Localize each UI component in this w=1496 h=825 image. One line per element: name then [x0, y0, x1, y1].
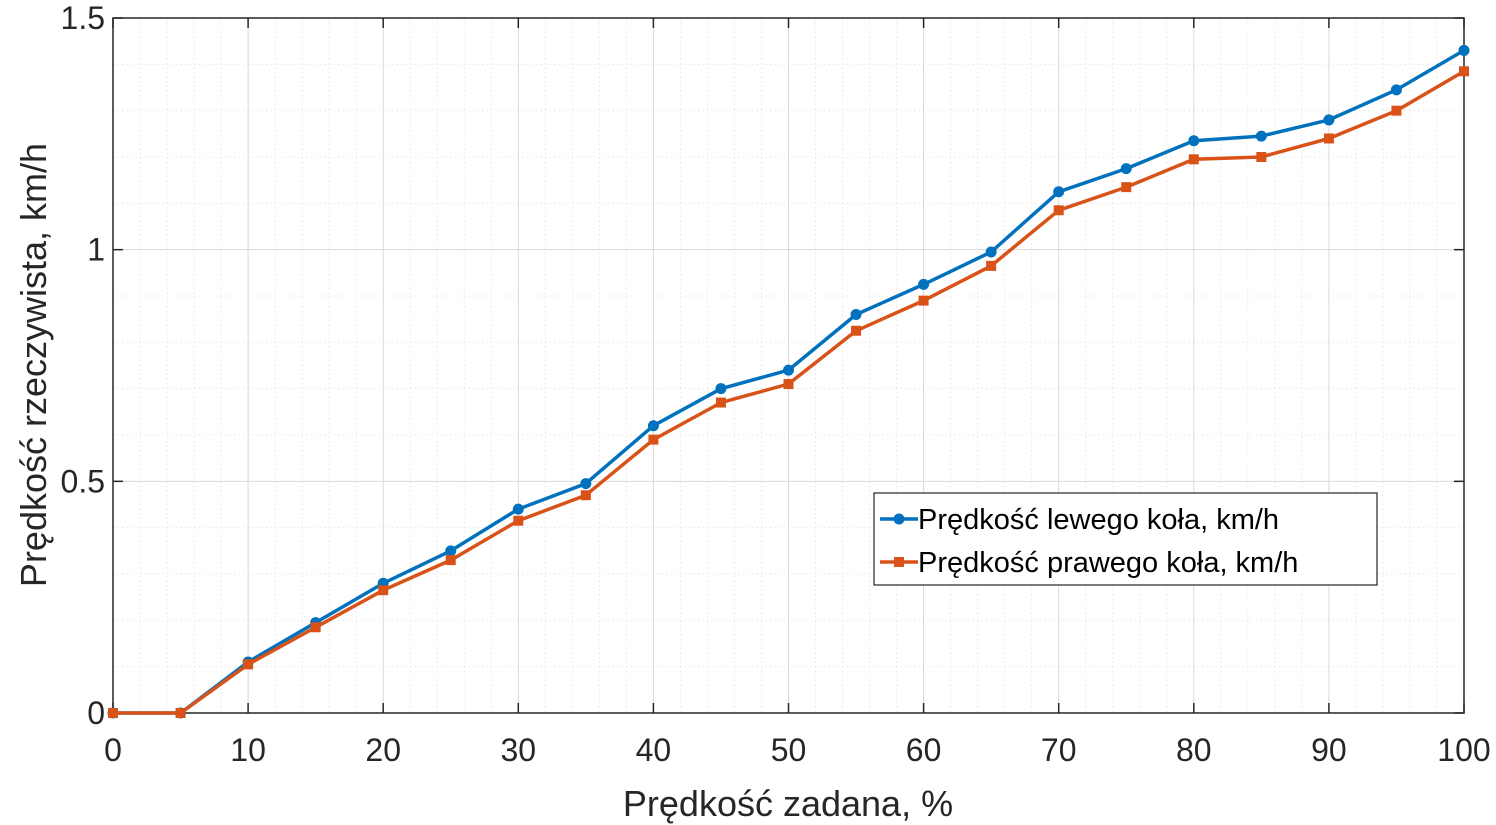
data-point-1 — [310, 622, 321, 633]
x-tick-label: 90 — [1311, 732, 1347, 768]
x-tick-label: 40 — [636, 732, 672, 768]
x-tick-label: 30 — [501, 732, 537, 768]
data-point-1 — [513, 515, 524, 526]
x-axis-title: Prędkość zadana, % — [623, 783, 953, 824]
data-point-0 — [918, 278, 930, 290]
legend-marker-right — [894, 557, 904, 567]
data-point-1 — [918, 295, 929, 306]
data-point-0 — [1255, 130, 1267, 142]
data-point-1 — [445, 555, 456, 566]
x-tick-label: 100 — [1437, 732, 1490, 768]
x-tick-label: 80 — [1176, 732, 1212, 768]
data-point-0 — [715, 383, 727, 395]
data-point-0 — [445, 545, 457, 557]
y-tick-labels: 0 0.5 1 1.5 — [61, 0, 105, 731]
legend: Prędkość lewego koła, km/h Prędkość praw… — [873, 492, 1378, 586]
data-point-1 — [378, 585, 389, 596]
data-point-1 — [1256, 152, 1267, 162]
data-point-1 — [108, 708, 118, 718]
data-point-1 — [783, 379, 794, 390]
data-point-1 — [1053, 205, 1064, 216]
data-point-0 — [1188, 135, 1200, 147]
data-point-0 — [985, 246, 997, 258]
y-tick-label: 0.5 — [61, 463, 105, 499]
data-point-1 — [1323, 133, 1334, 144]
x-tick-label: 20 — [365, 732, 401, 768]
data-point-1 — [243, 659, 254, 670]
data-point-1 — [1121, 182, 1132, 193]
data-point-0 — [783, 364, 794, 376]
data-point-1 — [648, 434, 659, 445]
x-tick-labels: 0 10 20 30 40 50 60 70 80 90 100 — [104, 732, 1491, 768]
y-tick-label: 1.5 — [61, 0, 105, 36]
data-point-1 — [1391, 105, 1402, 116]
legend-box — [873, 492, 1378, 586]
data-point-0 — [580, 478, 592, 490]
data-point-0 — [647, 420, 659, 432]
data-point-1 — [1188, 154, 1199, 165]
x-tick-label: 70 — [1041, 732, 1077, 768]
data-point-1 — [986, 260, 997, 271]
data-point-0 — [850, 309, 862, 321]
y-tick-label: 0 — [87, 695, 105, 731]
series-layer — [107, 44, 1470, 719]
data-point-0 — [1053, 186, 1065, 198]
x-tick-label: 0 — [104, 732, 122, 768]
legend-label-left: Prędkość lewego koła, km/h — [918, 504, 1279, 536]
data-point-0 — [1390, 84, 1402, 96]
data-point-1 — [1459, 66, 1469, 77]
data-point-0 — [1120, 163, 1132, 175]
data-point-0 — [1458, 44, 1470, 56]
y-tick-label: 1 — [87, 232, 105, 268]
data-point-0 — [1323, 114, 1335, 126]
data-point-1 — [175, 708, 186, 718]
x-tick-label: 60 — [906, 732, 942, 768]
x-tick-label: 10 — [230, 732, 266, 768]
data-point-0 — [512, 503, 524, 515]
y-axis-title: Prędkość rzeczywista, km/h — [13, 143, 54, 587]
legend-marker-left — [893, 513, 905, 525]
data-point-1 — [580, 490, 591, 501]
data-point-1 — [715, 397, 726, 408]
legend-label-right: Prędkość prawego koła, km/h — [918, 547, 1298, 579]
data-point-1 — [851, 325, 862, 336]
x-tick-label: 50 — [771, 732, 807, 768]
